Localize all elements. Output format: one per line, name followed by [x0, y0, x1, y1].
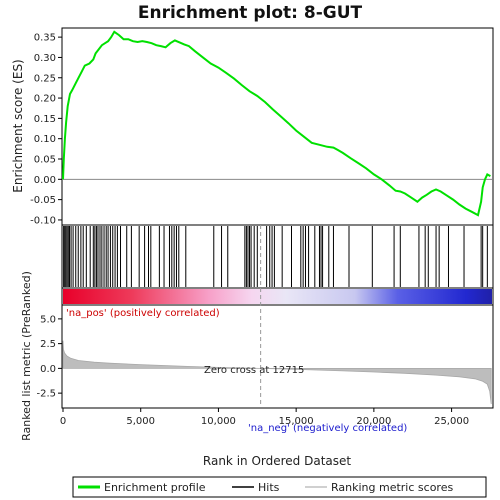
metric-xtick-label: 5,000	[126, 416, 155, 427]
metric-ytick-label: 5.0	[40, 314, 56, 325]
es-ytick-label: 0.00	[34, 175, 56, 186]
legend-enrichment-label: Enrichment profile	[104, 481, 206, 494]
es-panel	[61, 27, 494, 226]
hits-panel	[61, 224, 494, 289]
enrichment-profile-line	[62, 30, 491, 217]
ranking-metric-area	[62, 340, 492, 405]
metric-xlabel: Rank in Ordered Dataset	[203, 454, 351, 468]
es-ytick-label: 0.15	[34, 114, 56, 125]
zero-cross-label: Zero cross at 12715	[204, 365, 304, 376]
es-ytick-label: 0.35	[34, 33, 56, 44]
rank-color-gradient	[63, 289, 492, 304]
neg-label: 'na_neg' (negatively correlated)	[248, 423, 407, 434]
metric-xtick-label: 0	[60, 416, 66, 427]
metric-panel	[61, 304, 494, 409]
metric-xtick-label: 20,000	[356, 416, 391, 427]
legend-metric-label: Ranking metric scores	[331, 481, 453, 494]
es-ytick-label: 0.25	[34, 73, 56, 84]
metric-ytick-label: 0.0	[40, 364, 56, 375]
es-ytick-label: -0.10	[30, 215, 56, 226]
es-ytick-label: 0.30	[34, 53, 56, 64]
es-ytick-label: -0.05	[30, 195, 56, 206]
es-ylabel: Enrichment score (ES)	[11, 59, 25, 192]
metric-ytick-label: -2.5	[36, 389, 56, 400]
chart-title: Enrichment plot: 8-GUT	[138, 3, 363, 23]
metric-xtick-label: 10,000	[201, 416, 236, 427]
legend-hits-label: Hits	[258, 481, 280, 494]
es-ytick-label: 0.10	[34, 134, 56, 145]
metric-ytick-label: 2.5	[40, 339, 56, 350]
metric-xtick-label: 15,000	[279, 416, 314, 427]
metric-xtick-label: 25,000	[434, 416, 469, 427]
es-ytick-label: 0.20	[34, 94, 56, 105]
pos-label: 'na_pos' (positively correlated)	[66, 308, 220, 319]
metric-ylabel: Ranked list metric (PreRanked)	[20, 271, 33, 441]
legend-box	[72, 476, 487, 498]
es-ytick-label: 0.05	[34, 155, 56, 166]
